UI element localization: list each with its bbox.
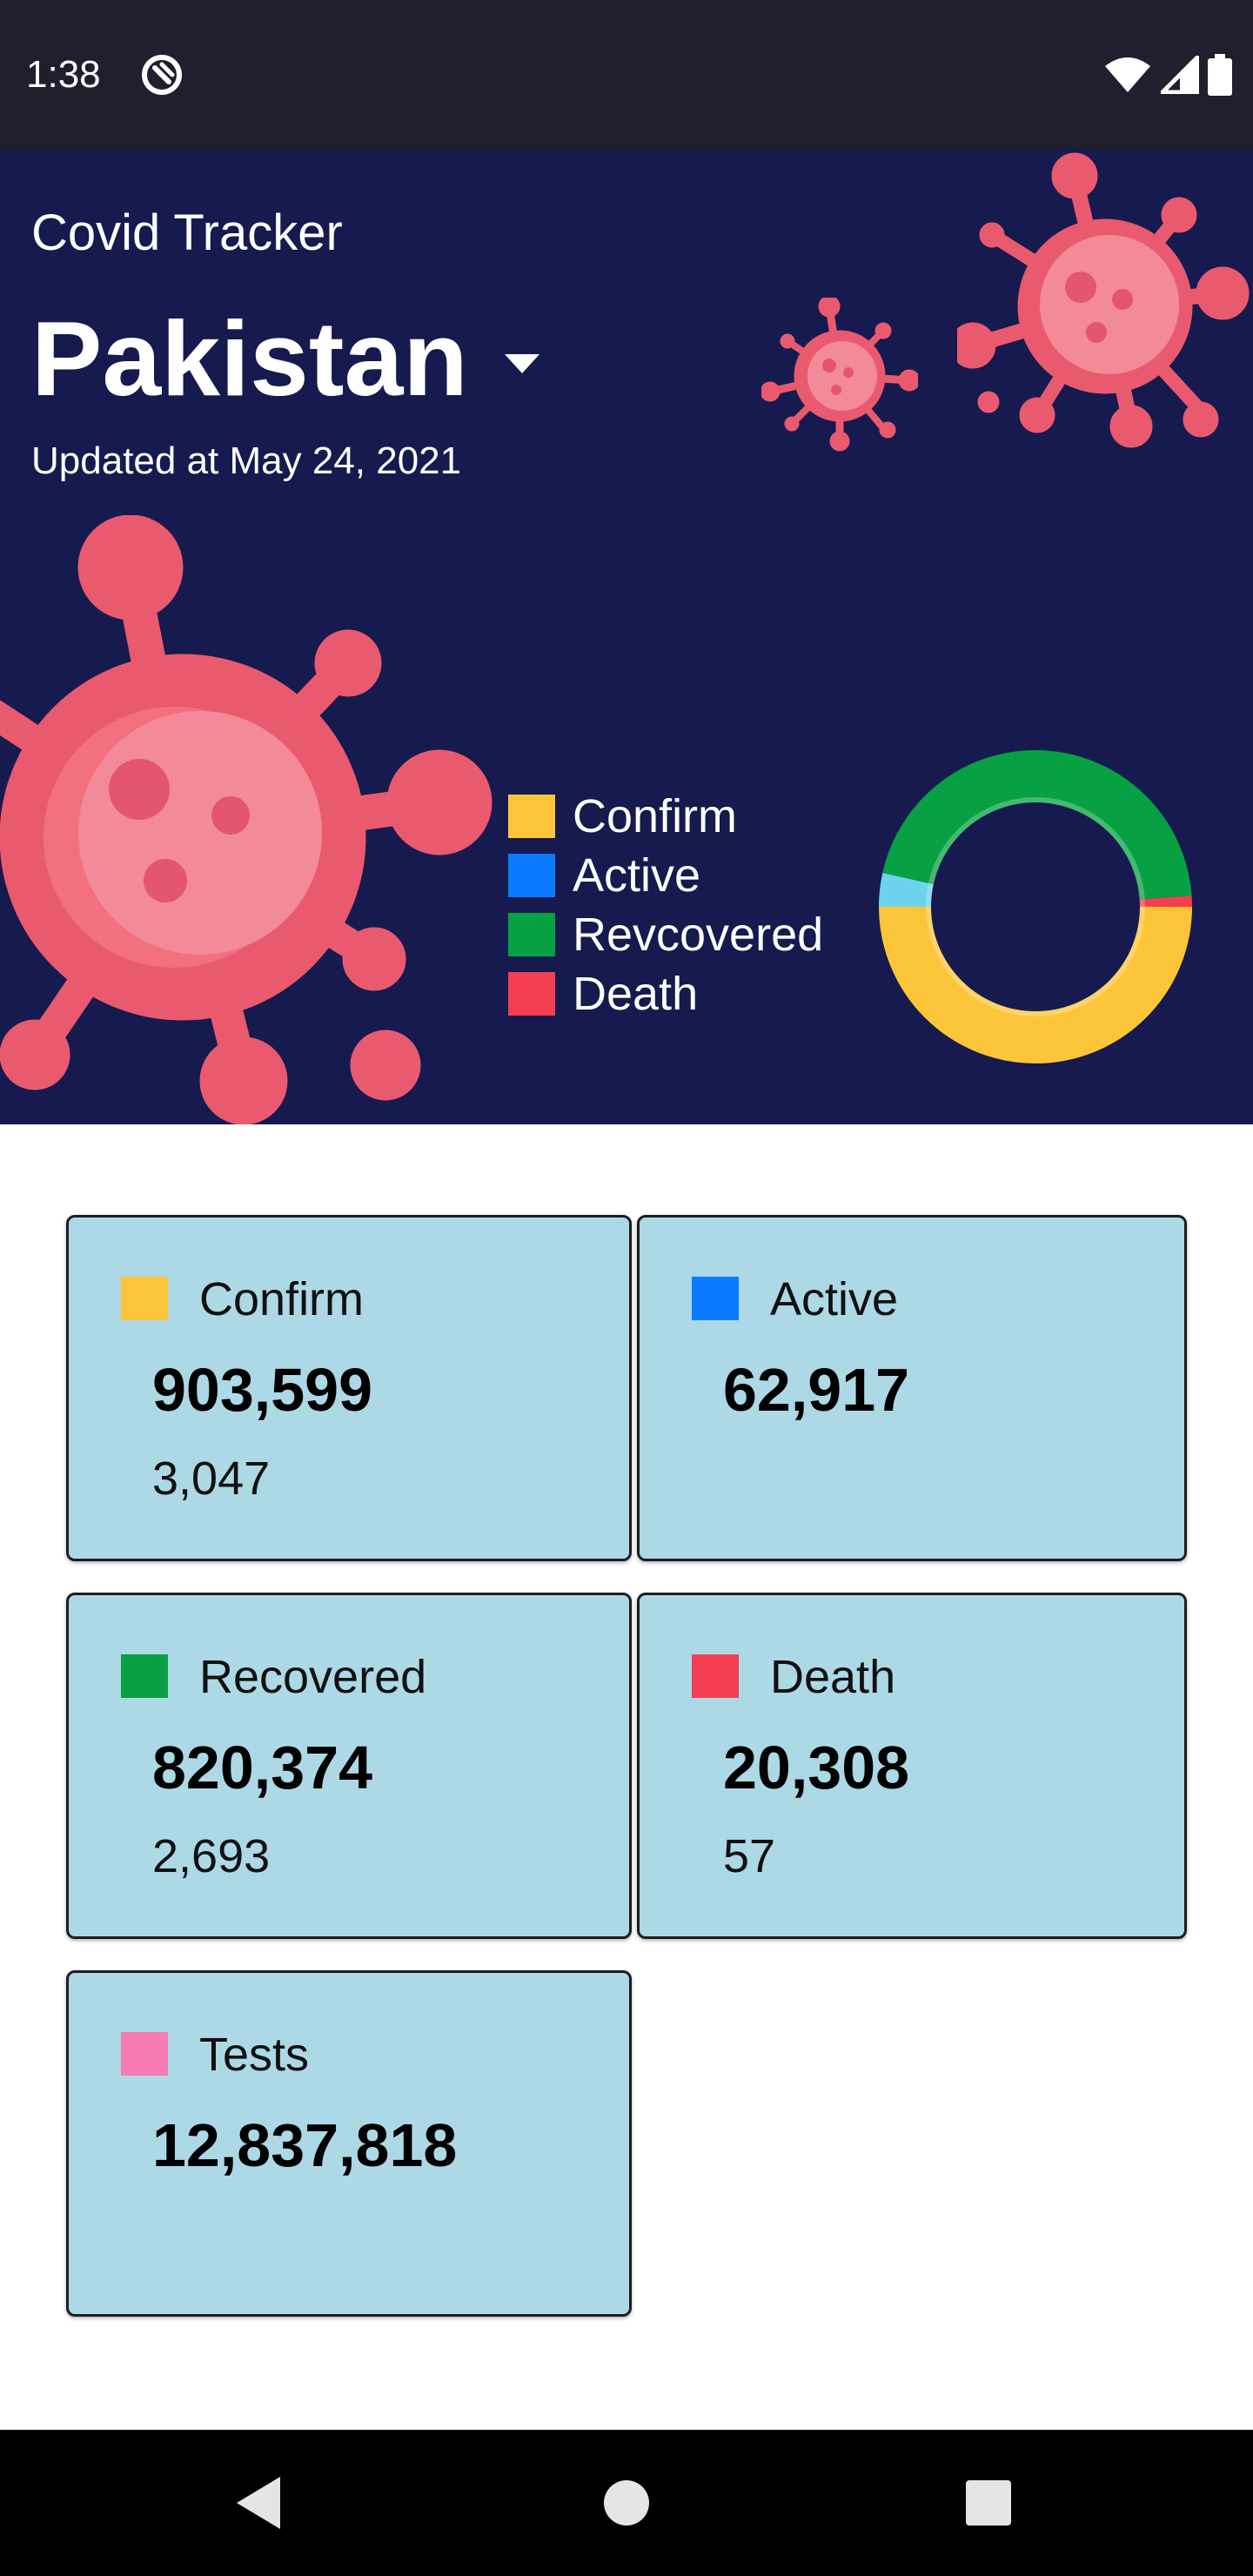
card-value: 20,308	[723, 1734, 910, 1801]
stat-card-active: Active 62,917	[637, 1215, 1187, 1561]
legend-label: Active	[573, 849, 701, 902]
stat-card-death: Death 20,308 57	[637, 1593, 1187, 1939]
legend-swatch-confirm	[508, 795, 555, 838]
legend-swatch-recovered	[508, 913, 555, 956]
legend-item-confirm: Confirm	[508, 787, 823, 846]
card-delta: 3,047	[152, 1452, 271, 1505]
card-label: Tests	[199, 2029, 310, 2081]
battery-icon	[1208, 54, 1232, 96]
legend-label: Confirm	[573, 790, 738, 842]
donut-inner-rim	[926, 797, 1145, 1016]
donut-slice-active	[879, 872, 935, 908]
chart-legend: Confirm Active Revcovered Death	[508, 787, 823, 1023]
country-selector[interactable]: Pakistan	[31, 298, 541, 419]
card-swatch-tests	[121, 2032, 168, 2076]
card-label: Recovered	[199, 1651, 427, 1703]
legend-label: Death	[573, 968, 699, 1020]
status-time: 1:38	[26, 53, 101, 96]
donut-slice-confirm	[879, 906, 1192, 1063]
legend-item-recovered: Revcovered	[508, 905, 823, 964]
card-delta: 57	[723, 1830, 776, 1882]
card-value: 62,917	[723, 1356, 910, 1424]
system-nav-bar	[0, 2430, 1253, 2576]
country-name: Pakistan	[31, 299, 468, 418]
caret-down-icon[interactable]	[503, 345, 541, 380]
wifi-icon	[1105, 57, 1150, 92]
back-icon[interactable]	[226, 2468, 296, 2538]
recents-icon[interactable]	[954, 2468, 1023, 2538]
card-label: Confirm	[199, 1273, 365, 1325]
donut-chart	[879, 750, 1192, 1063]
card-swatch-active	[692, 1277, 739, 1320]
legend-item-death: Death	[508, 964, 823, 1023]
updated-date: Updated at May 24, 2021	[31, 439, 462, 482]
stat-card-recovered: Recovered 820,374 2,693	[66, 1593, 632, 1939]
donut-slice-recovered	[882, 750, 1192, 901]
signal-icon	[1161, 56, 1199, 94]
card-label: Death	[770, 1651, 896, 1703]
card-delta: 2,693	[152, 1830, 271, 1882]
card-value: 820,374	[152, 1734, 373, 1801]
app-notification-icon	[142, 55, 182, 95]
card-label: Active	[770, 1273, 899, 1325]
home-icon[interactable]	[592, 2468, 661, 2538]
virus-illustration-large	[0, 515, 492, 1124]
stat-card-confirm: Confirm 903,599 3,047	[66, 1215, 632, 1561]
virus-illustration-medium	[957, 152, 1250, 448]
card-value: 12,837,818	[152, 2111, 458, 2179]
card-swatch-confirm	[121, 1277, 168, 1320]
legend-swatch-active	[508, 854, 555, 897]
app-title: Covid Tracker	[31, 205, 343, 261]
header-banner: Covid Tracker Pakistan Updated at May 24…	[0, 150, 1253, 1124]
legend-label: Revcovered	[573, 909, 824, 961]
virus-illustration-small	[761, 298, 918, 452]
legend-item-active: Active	[508, 846, 823, 905]
card-swatch-death	[692, 1654, 739, 1698]
card-swatch-recovered	[121, 1654, 168, 1698]
stat-card-tests: Tests 12,837,818	[66, 1970, 632, 2317]
legend-swatch-death	[508, 972, 555, 1016]
status-bar: 1:38	[0, 0, 1253, 150]
card-value: 903,599	[152, 1356, 373, 1424]
